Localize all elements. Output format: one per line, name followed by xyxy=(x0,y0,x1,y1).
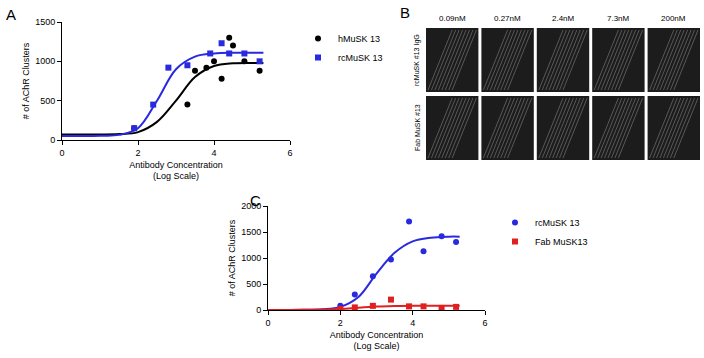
svg-text:Antibody Concentration(Log Sca: Antibody Concentration(Log Scale) xyxy=(330,330,424,352)
svg-text:# of AChR Clusters: # of AChR Clusters xyxy=(227,219,237,296)
svg-text:0.09nM: 0.09nM xyxy=(439,14,466,23)
svg-text:1500: 1500 xyxy=(35,17,55,27)
svg-text:4: 4 xyxy=(211,148,216,158)
svg-text:2.4nM: 2.4nM xyxy=(552,14,575,23)
svg-text:0.27nM: 0.27nM xyxy=(494,14,521,23)
svg-text:7.3nM: 7.3nM xyxy=(607,14,630,23)
svg-text:rcMuSK #13 IgG: rcMuSK #13 IgG xyxy=(413,34,421,86)
svg-text:500: 500 xyxy=(40,96,55,106)
svg-text:1000: 1000 xyxy=(35,56,55,66)
svg-text:1500: 1500 xyxy=(241,227,261,237)
svg-text:A: A xyxy=(6,6,16,23)
svg-text:0: 0 xyxy=(265,318,270,328)
svg-text:0: 0 xyxy=(50,135,55,145)
svg-text:B: B xyxy=(400,4,410,21)
svg-text:0: 0 xyxy=(256,305,261,315)
svg-text:1000: 1000 xyxy=(241,253,261,263)
svg-text:2: 2 xyxy=(338,318,343,328)
svg-text:hMuSK 13: hMuSK 13 xyxy=(338,34,380,44)
svg-text:Fab MuSK #13: Fab MuSK #13 xyxy=(414,104,421,151)
svg-text:rcMuSK 13: rcMuSK 13 xyxy=(535,218,580,228)
svg-text:2000: 2000 xyxy=(241,201,261,211)
svg-text:0: 0 xyxy=(59,148,64,158)
svg-text:200nM: 200nM xyxy=(661,14,686,23)
svg-text:6: 6 xyxy=(482,318,487,328)
svg-text:2: 2 xyxy=(135,148,140,158)
svg-text:rcMuSK 13: rcMuSK 13 xyxy=(338,53,383,63)
svg-text:500: 500 xyxy=(246,279,261,289)
svg-text:C: C xyxy=(250,192,261,209)
svg-text:6: 6 xyxy=(287,148,292,158)
svg-text:4: 4 xyxy=(410,318,415,328)
svg-text:Fab MuSK13: Fab MuSK13 xyxy=(535,237,588,247)
svg-text:Antibody Concentration(Log Sca: Antibody Concentration(Log Scale) xyxy=(129,160,223,182)
svg-text:# of AChR Clusters: # of AChR Clusters xyxy=(21,42,31,119)
